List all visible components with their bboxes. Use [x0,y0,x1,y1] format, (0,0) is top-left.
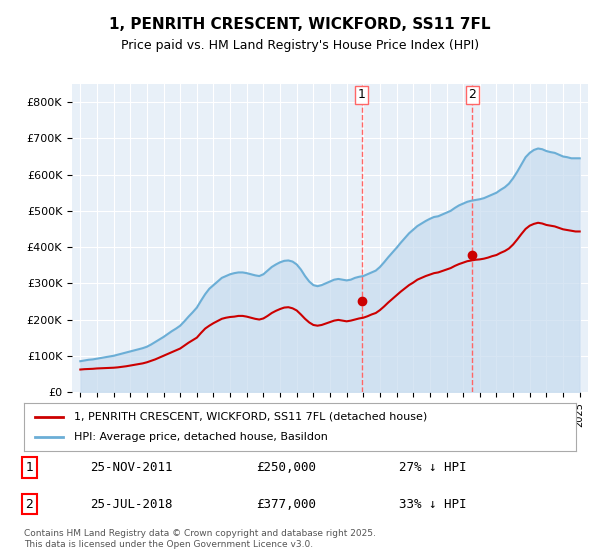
Text: 27% ↓ HPI: 27% ↓ HPI [400,461,467,474]
Text: 1, PENRITH CRESCENT, WICKFORD, SS11 7FL: 1, PENRITH CRESCENT, WICKFORD, SS11 7FL [109,17,491,32]
Text: Price paid vs. HM Land Registry's House Price Index (HPI): Price paid vs. HM Land Registry's House … [121,39,479,52]
Text: £377,000: £377,000 [256,497,316,511]
Text: 25-JUL-2018: 25-JUL-2018 [90,497,173,511]
Text: 1: 1 [26,461,34,474]
Text: 1, PENRITH CRESCENT, WICKFORD, SS11 7FL (detached house): 1, PENRITH CRESCENT, WICKFORD, SS11 7FL … [74,412,427,422]
Text: 2: 2 [469,88,476,101]
Text: 2: 2 [26,497,34,511]
Text: Contains HM Land Registry data © Crown copyright and database right 2025.
This d: Contains HM Land Registry data © Crown c… [24,529,376,549]
Text: HPI: Average price, detached house, Basildon: HPI: Average price, detached house, Basi… [74,432,328,442]
Text: 1: 1 [358,88,365,101]
Text: 33% ↓ HPI: 33% ↓ HPI [400,497,467,511]
Text: 25-NOV-2011: 25-NOV-2011 [90,461,173,474]
Text: £250,000: £250,000 [256,461,316,474]
